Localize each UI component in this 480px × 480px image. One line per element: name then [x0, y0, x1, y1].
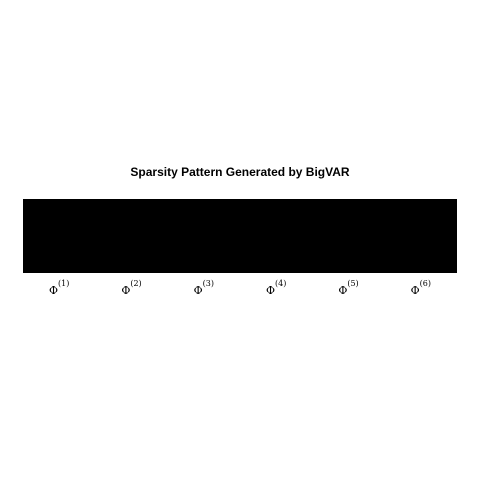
lag-label-5: Φ(5)	[338, 279, 359, 297]
lag-block-2	[95, 199, 169, 273]
lag-block-6	[384, 199, 457, 273]
chart-title: Sparsity Pattern Generated by BigVAR	[130, 165, 350, 179]
sparsity-matrix	[23, 199, 457, 273]
lag-block-4	[240, 199, 313, 273]
lag-label-2: Φ(2)	[121, 279, 142, 297]
lag-block-5	[312, 199, 386, 273]
lag-axis-labels: Φ(1) Φ(2) Φ(3) Φ(4) Φ(5) Φ(6)	[23, 277, 457, 305]
lag-block-3	[167, 199, 241, 273]
lag-label-4: Φ(4)	[265, 279, 287, 297]
lag-label-1: Φ(1)	[48, 279, 70, 297]
lag-block-1	[23, 199, 96, 273]
lag-label-3: Φ(3)	[193, 279, 215, 297]
lag-label-6: Φ(6)	[410, 279, 432, 297]
